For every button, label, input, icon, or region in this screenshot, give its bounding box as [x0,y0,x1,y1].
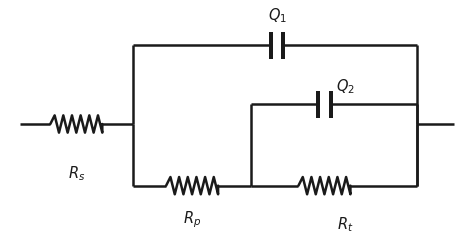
Text: $Q_2$: $Q_2$ [336,78,355,96]
Text: $R_p$: $R_p$ [183,210,201,230]
Text: $Q_1$: $Q_1$ [268,6,287,25]
Text: $R_s$: $R_s$ [68,164,85,183]
Text: $R_t$: $R_t$ [337,216,354,234]
